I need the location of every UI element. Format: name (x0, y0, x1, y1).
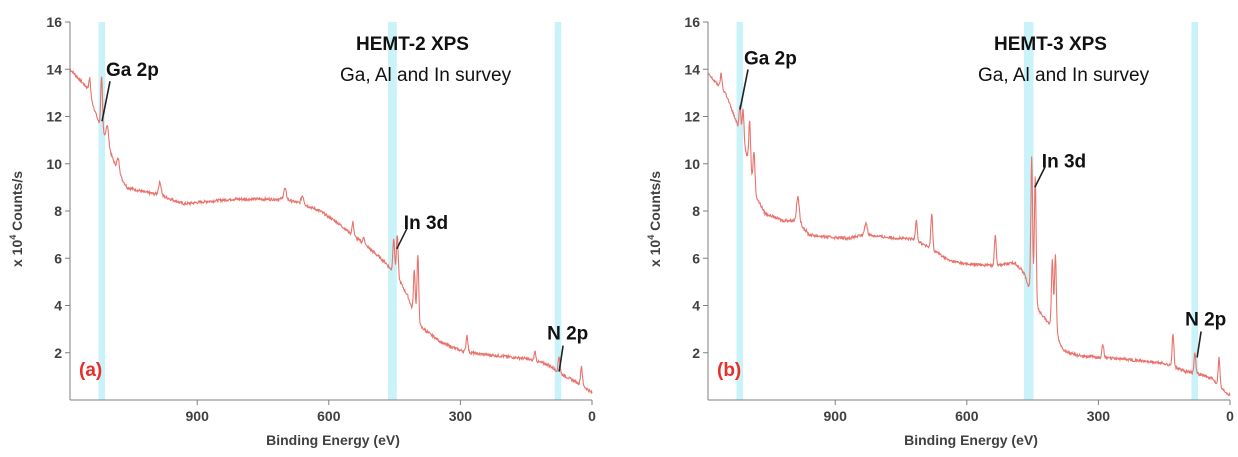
y-tick-label: 16 (684, 14, 700, 30)
y-tick-label: 2 (54, 345, 62, 361)
peak-leader-line (739, 69, 749, 110)
y-axis-label-prefix: x 10 (647, 240, 663, 267)
y-tick-label: 6 (54, 250, 62, 266)
peak-leader-line (558, 345, 564, 372)
peak-leader-line (1034, 167, 1046, 188)
peak-label: N 2p (1185, 309, 1226, 330)
x-tick-label: 600 (317, 408, 341, 424)
y-axis-label-prefix: x 10 (9, 240, 25, 267)
highlight-band (736, 22, 744, 400)
y-tick-label: 12 (684, 109, 700, 125)
y-axis-label-suffix: Counts/s (9, 171, 25, 235)
y-tick-label: 6 (692, 250, 700, 266)
y-axis-label: x 104 Counts/s (646, 171, 663, 267)
x-tick-label: 900 (824, 408, 848, 424)
chart-panel-2: 2 4 6 8 10 12 14 16 900 600 300 0 Binding Energy (eV… (646, 14, 1234, 448)
y-tick-label: 4 (54, 298, 62, 314)
highlight-band (1023, 22, 1034, 400)
spectrum-line (707, 72, 1231, 397)
highlight-band (554, 22, 562, 400)
peak-label: Ga 2p (744, 48, 797, 69)
chart-subtitle: Ga, Al and In survey (340, 65, 512, 86)
x-tick-label: 600 (955, 408, 979, 424)
peak-leader-line (396, 228, 408, 250)
y-axis-label: x 104 Counts/s (8, 171, 25, 267)
x-axis-label: Binding Energy (eV) (266, 432, 400, 448)
chart-title: HEMT-2 XPS (356, 34, 469, 55)
x-tick-label: 0 (1226, 408, 1234, 424)
y-tick-label: 2 (692, 345, 700, 361)
y-tick-label: 14 (684, 61, 700, 77)
x-tick-label: 900 (186, 408, 210, 424)
y-tick-label: 4 (692, 298, 700, 314)
chart-subtitle: Ga, Al and In survey (978, 65, 1150, 86)
y-tick-label: 8 (54, 203, 62, 219)
peak-label: Ga 2p (106, 60, 159, 81)
x-tick-label: 300 (1087, 408, 1111, 424)
chart-title: HEMT-3 XPS (994, 34, 1107, 55)
panel-label: (b) (717, 360, 741, 381)
y-tick-label: 8 (692, 203, 700, 219)
chart-panel-1: 2 4 6 8 10 12 14 16 900 600 300 0 Binding Energy (eV… (8, 14, 596, 448)
y-tick-label: 10 (684, 156, 700, 172)
peak-label: In 3d (404, 213, 448, 234)
highlight-band (1191, 22, 1198, 400)
peak-leader-line (1196, 331, 1202, 358)
peak-label: In 3d (1042, 151, 1086, 172)
y-axis-label-exponent: 4 (646, 235, 656, 240)
highlight-band (388, 22, 397, 400)
highlight-band (98, 22, 106, 400)
peak-label: N 2p (547, 324, 588, 345)
x-tick-label: 300 (449, 408, 473, 424)
spectrum-line (69, 68, 593, 395)
y-tick-label: 10 (46, 156, 62, 172)
y-tick-label: 14 (46, 61, 62, 77)
y-tick-label: 12 (46, 109, 62, 125)
y-axis-label-exponent: 4 (8, 235, 18, 240)
x-tick-label: 0 (588, 408, 596, 424)
x-axis-label: Binding Energy (eV) (904, 432, 1038, 448)
y-tick-label: 16 (46, 14, 62, 30)
y-axis-label-suffix: Counts/s (647, 171, 663, 235)
panel-label: (a) (79, 360, 102, 381)
peak-leader-line (101, 81, 111, 122)
